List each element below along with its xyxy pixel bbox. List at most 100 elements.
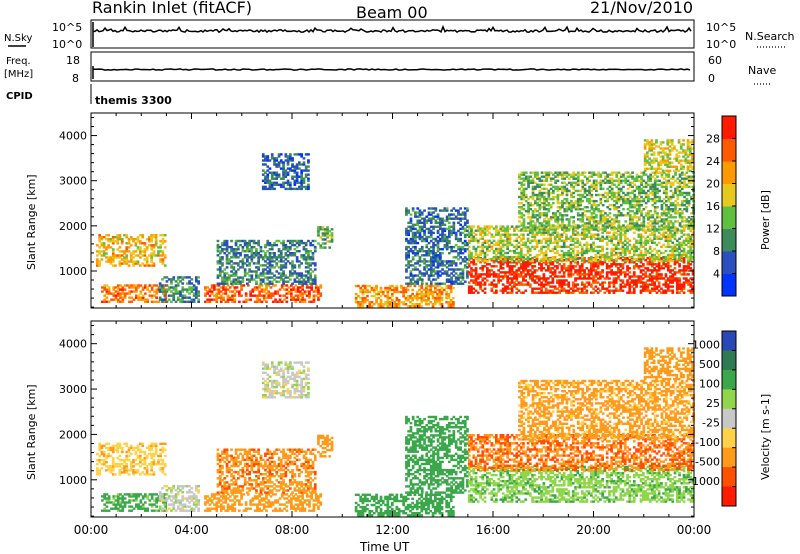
power-cell [623, 271, 627, 274]
power-cell [574, 253, 577, 257]
power-cell [543, 220, 546, 223]
power-cell [551, 289, 555, 292]
power-cell [538, 277, 541, 280]
power-cell [224, 286, 228, 289]
power-cell [572, 206, 576, 209]
power-cell [528, 257, 532, 261]
power-cell [549, 206, 553, 209]
power-cell [448, 268, 451, 271]
power-cell [488, 257, 491, 261]
power-cell [522, 177, 526, 180]
power-cell [102, 242, 106, 245]
power-cell [547, 210, 551, 213]
power-cell [504, 287, 507, 290]
power-cell [414, 213, 417, 216]
power-cell [448, 225, 451, 228]
power-cell [441, 227, 444, 231]
power-cell [542, 259, 546, 263]
power-cell [429, 301, 433, 304]
power-cell [425, 272, 429, 275]
power-cell [592, 267, 595, 270]
power-cell [628, 243, 632, 247]
power-cell [154, 236, 158, 239]
power-cell [98, 246, 101, 249]
power-cell [111, 248, 115, 251]
power-cell [179, 298, 182, 301]
power-cell [224, 292, 228, 295]
power-cell [107, 240, 110, 243]
power-cell [286, 254, 290, 257]
power-cell [268, 260, 272, 263]
power-cell [628, 289, 632, 292]
power-cell [544, 225, 548, 228]
power-cell [195, 290, 198, 293]
power-cell [621, 259, 625, 262]
power-cell [632, 283, 636, 286]
power-cell [310, 300, 313, 303]
power-cell [265, 300, 268, 303]
power-cell [560, 265, 564, 268]
power-cell [476, 291, 480, 294]
power-cell [561, 224, 564, 227]
power-cell [286, 159, 290, 162]
power-cell [492, 243, 496, 247]
power-cell [506, 263, 509, 266]
power-cell [377, 290, 381, 294]
power-cell [223, 268, 227, 271]
power-cell [136, 246, 140, 249]
power-cell [501, 253, 505, 257]
power-cell [524, 267, 528, 270]
power-cell [282, 243, 285, 247]
power-cell [155, 284, 158, 287]
power-cell [587, 277, 591, 280]
power-cell [111, 250, 115, 253]
power-cell [529, 220, 533, 223]
freq-label: Freq. [6, 56, 31, 67]
power-cell [648, 283, 652, 286]
power-cell [227, 278, 231, 281]
power-cell [657, 255, 661, 259]
power-cell [563, 226, 567, 229]
power-cell [407, 225, 410, 228]
power-cell [499, 227, 503, 230]
power-cell [499, 225, 503, 228]
power-cell [522, 204, 526, 207]
power-cell [466, 258, 469, 261]
power-cell [450, 209, 453, 212]
power-cell [522, 179, 526, 182]
power-cell [648, 239, 652, 242]
power-cell [443, 239, 447, 243]
power-cell [664, 275, 668, 278]
power-cell [427, 229, 431, 233]
power-cell [114, 240, 117, 243]
power-cell [188, 288, 191, 291]
power-cell [567, 173, 571, 176]
power-cell [644, 289, 647, 292]
power-cell [540, 239, 543, 242]
power-cell [646, 235, 650, 238]
power-cell [225, 258, 229, 261]
power-cell [570, 195, 573, 199]
power-cell [544, 279, 548, 282]
power-cell [405, 270, 408, 273]
power-cell [273, 157, 276, 160]
power-cell [323, 238, 327, 241]
power-cell [98, 260, 101, 263]
power-cell [486, 267, 489, 270]
power-cell [129, 258, 133, 261]
power-cell [567, 204, 571, 207]
power-cell [623, 253, 627, 257]
power-cell [170, 300, 173, 303]
power-cell [248, 268, 251, 271]
power-cell [543, 214, 546, 217]
power-cell [279, 177, 283, 180]
power-cell [560, 267, 564, 270]
power-cell [181, 282, 185, 285]
power-cell [379, 286, 383, 290]
power-cell [257, 243, 260, 247]
power-cell [682, 233, 686, 236]
power-cell [635, 265, 638, 268]
power-cell [561, 204, 564, 207]
power-cell [277, 250, 281, 253]
power-cell [253, 288, 257, 291]
